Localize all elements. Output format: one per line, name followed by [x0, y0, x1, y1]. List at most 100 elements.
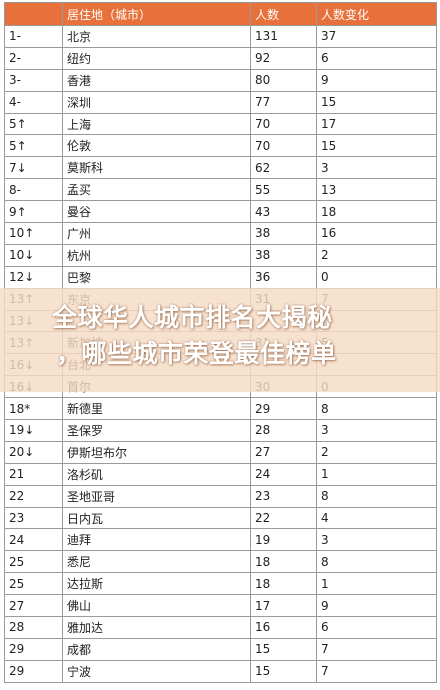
table-row: 24 迪拜 19 3	[4, 528, 437, 552]
cell-count: 80	[250, 68, 317, 92]
cell-rank: 25	[4, 572, 63, 596]
cell-change: 0	[316, 265, 437, 289]
cell-city: 曼谷	[62, 200, 251, 224]
table-row: 18* 新德里 29 8	[4, 397, 437, 421]
overlay-headline: 全球华人城市排名大揭秘 ，哪些城市荣登最佳榜单	[52, 300, 440, 372]
table-row: 22 圣地亚哥 23 8	[4, 484, 437, 508]
cell-rank: 22	[4, 484, 63, 508]
cell-city: 新德里	[62, 397, 251, 421]
cell-city: 佛山	[62, 594, 251, 618]
table-row: 5↑ 伦敦 70 15	[4, 134, 437, 158]
cell-rank: 5↑	[4, 112, 63, 136]
table-row: 10↓ 杭州 38 2	[4, 243, 437, 267]
cell-change: 3	[316, 419, 437, 442]
cell-change: 2	[316, 440, 437, 464]
cell-count: 17	[250, 594, 317, 618]
cell-city: 北京	[62, 25, 251, 48]
table-row: 19↓ 圣保罗 28 3	[4, 419, 437, 442]
cell-city: 莫斯科	[62, 156, 251, 180]
cell-count: 62	[250, 156, 317, 180]
cell-count: 22	[250, 506, 317, 530]
cell-count: 28	[250, 419, 317, 442]
cell-count: 77	[250, 90, 317, 114]
cell-count: 15	[250, 659, 317, 683]
cell-city: 雅加达	[62, 616, 251, 639]
cell-rank: 9↑	[4, 200, 63, 224]
table-row: 27 佛山 17 9	[4, 594, 437, 618]
cell-city: 达拉斯	[62, 572, 251, 596]
title-overlay-band	[0, 288, 440, 392]
header-count: 人数	[250, 2, 317, 26]
cell-city: 纽约	[62, 46, 251, 70]
table-header-row: 居住地（城市） 人数 人数变化	[4, 2, 437, 26]
table-row: 8- 孟买 55 13	[4, 178, 437, 202]
cell-count: 15	[250, 637, 317, 661]
cell-change: 8	[316, 484, 437, 508]
cell-rank: 12↓	[4, 265, 63, 289]
cell-count: 18	[250, 550, 317, 574]
cell-count: 27	[250, 440, 317, 464]
cell-rank: 29	[4, 637, 63, 661]
cell-change: 6	[316, 46, 437, 70]
cell-change: 1	[316, 572, 437, 596]
cell-change: 3	[316, 528, 437, 552]
cell-change: 17	[316, 112, 437, 136]
cell-rank: 23	[4, 506, 63, 530]
header-change: 人数变化	[316, 2, 437, 26]
cell-count: 43	[250, 200, 317, 224]
table-row: 29 成都 15 7	[4, 637, 437, 661]
cell-change: 2	[316, 243, 437, 267]
cell-count: 29	[250, 397, 317, 421]
cell-rank: 4-	[4, 90, 63, 114]
cell-count: 131	[250, 25, 317, 48]
table-row: 1- 北京 131 37	[4, 25, 437, 48]
cell-change: 4	[316, 506, 437, 530]
cell-change: 3	[316, 156, 437, 180]
cell-count: 70	[250, 134, 317, 158]
cell-count: 18	[250, 572, 317, 596]
cell-city: 香港	[62, 68, 251, 92]
cell-city: 迪拜	[62, 528, 251, 552]
cell-change: 9	[316, 68, 437, 92]
cell-rank: 29	[4, 659, 63, 683]
cell-rank: 10↓	[4, 243, 63, 267]
table-row: 2- 纽约 92 6	[4, 46, 437, 70]
table-row: 12↓ 巴黎 36 0	[4, 265, 437, 289]
header-rank	[4, 2, 63, 26]
cell-change: 18	[316, 200, 437, 224]
overlay-headline-line-2: ，哪些城市荣登最佳榜单	[56, 339, 337, 368]
cell-count: 38	[250, 243, 317, 267]
cell-rank: 25	[4, 550, 63, 574]
cell-rank: 18*	[4, 397, 63, 421]
cell-rank: 2-	[4, 46, 63, 70]
cell-rank: 19↓	[4, 419, 63, 442]
cell-city: 伊斯坦布尔	[62, 440, 251, 464]
cell-city: 上海	[62, 112, 251, 136]
table-row: 4- 深圳 77 15	[4, 90, 437, 114]
cell-change: 8	[316, 550, 437, 574]
cell-rank: 5↑	[4, 134, 63, 158]
cell-city: 日内瓦	[62, 506, 251, 530]
cell-rank: 24	[4, 528, 63, 552]
cell-change: 37	[316, 25, 437, 48]
cell-city: 洛杉矶	[62, 462, 251, 486]
table-row: 25 达拉斯 18 1	[4, 572, 437, 596]
cell-city: 悉尼	[62, 550, 251, 574]
header-city: 居住地（城市）	[62, 2, 251, 26]
cell-change: 15	[316, 90, 437, 114]
cell-count: 38	[250, 222, 317, 245]
table-row: 20↓ 伊斯坦布尔 27 2	[4, 440, 437, 464]
cell-count: 24	[250, 462, 317, 486]
table-row: 10↑ 广州 38 16	[4, 222, 437, 245]
cell-count: 19	[250, 528, 317, 552]
cell-count: 16	[250, 616, 317, 639]
cell-city: 宁波	[62, 659, 251, 683]
cell-city: 圣地亚哥	[62, 484, 251, 508]
cell-city: 成都	[62, 637, 251, 661]
cell-count: 70	[250, 112, 317, 136]
table-row: 28 雅加达 16 6	[4, 616, 437, 639]
cell-city: 伦敦	[62, 134, 251, 158]
overlay-headline-line-1: 全球华人城市排名大揭秘	[52, 303, 333, 332]
cell-city: 杭州	[62, 243, 251, 267]
cell-rank: 20↓	[4, 440, 63, 464]
